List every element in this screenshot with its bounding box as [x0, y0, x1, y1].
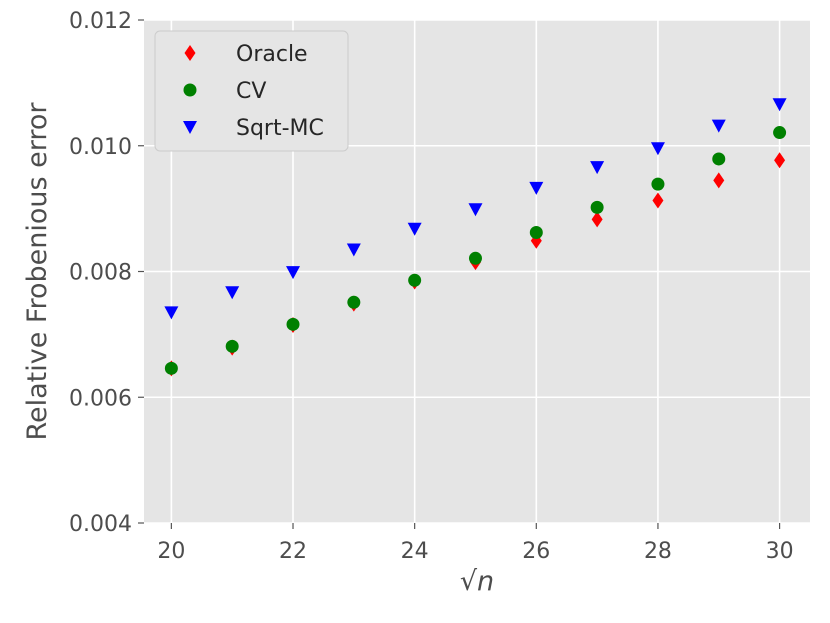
legend-sqrt-mc-marker — [183, 121, 197, 134]
legend-cv-label: CV — [236, 79, 266, 104]
legend-oracle-label: Oracle — [236, 42, 308, 67]
x-tick-label: 24 — [401, 539, 429, 564]
sqrt-mc-point — [650, 142, 665, 156]
cv-point — [286, 317, 300, 331]
cv-point — [773, 126, 787, 140]
sqrt-mc-point — [529, 181, 544, 195]
y-tick-label: 0.006 — [69, 386, 132, 411]
sqrt-mc-point — [286, 266, 301, 280]
oracle-point — [713, 172, 725, 189]
legend-frame — [154, 30, 349, 152]
oracle-point — [591, 211, 603, 228]
cv-point — [529, 226, 543, 240]
sqrt-mc-point — [468, 203, 483, 217]
data-points — [164, 98, 787, 377]
x-tick-label: 22 — [279, 539, 307, 564]
oracle-point — [652, 192, 664, 209]
sqrt-mc-point — [711, 119, 726, 133]
legend-sqrt-mc-label: Sqrt-MC — [236, 116, 324, 141]
cv-point — [712, 152, 726, 166]
y-axis-label: Relative Frobenious error — [22, 102, 53, 441]
cv-point — [651, 177, 665, 191]
x-tick-label: 30 — [766, 539, 794, 564]
cv-point — [347, 295, 361, 309]
y-tick-label: 0.010 — [69, 135, 132, 160]
cv-point — [164, 361, 178, 375]
cv-point — [408, 273, 422, 287]
legend-cv-marker — [183, 83, 197, 97]
cv-point — [468, 251, 482, 265]
y-tick-label: 0.012 — [69, 9, 132, 34]
x-tick-label: 28 — [644, 539, 672, 564]
sqrt-mc-point — [407, 222, 422, 236]
sqrt-mc-point — [225, 286, 240, 300]
sqrt-mc-point — [772, 98, 787, 112]
sqrt-mc-point — [346, 243, 361, 257]
oracle-point — [774, 152, 786, 169]
x-tick-label: 26 — [522, 539, 550, 564]
legend: Oracle CV Sqrt-MC — [154, 30, 349, 152]
cv-point — [590, 200, 604, 214]
sqrt-mc-point — [164, 306, 179, 320]
cv-point — [225, 339, 239, 353]
legend-oracle-marker — [184, 45, 196, 61]
y-tick-label: 0.004 — [69, 512, 132, 537]
x-tick-label: 20 — [157, 539, 185, 564]
axis-ticks: 20 22 24 26 28 30 0.004 0.006 0.008 0.010 0.012 — [69, 9, 794, 564]
x-axis-label: √n — [460, 566, 494, 597]
y-tick-label: 0.008 — [69, 261, 132, 286]
sqrt-mc-point — [590, 161, 605, 175]
